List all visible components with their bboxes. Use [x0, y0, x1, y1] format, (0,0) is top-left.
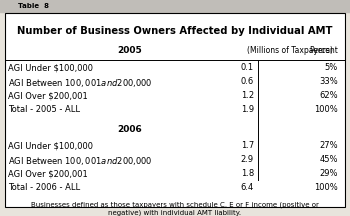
Text: Number of Business Owners Affected by Individual AMT: Number of Business Owners Affected by In…: [17, 26, 333, 36]
Text: 0.1: 0.1: [241, 63, 254, 72]
Text: 2005: 2005: [118, 46, 142, 55]
Text: AGI Between $100,001  and $200,000: AGI Between $100,001 and $200,000: [8, 155, 153, 167]
Bar: [5, 13, 345, 207]
Text: 1.2: 1.2: [241, 91, 254, 100]
Text: 100%: 100%: [314, 183, 338, 192]
Text: AGI Between $100,001  and $200,000: AGI Between $100,001 and $200,000: [8, 77, 153, 89]
Text: 1.8: 1.8: [241, 169, 254, 178]
Text: 100%: 100%: [314, 105, 338, 114]
Text: 1.9: 1.9: [241, 105, 254, 114]
Text: 6.4: 6.4: [241, 183, 254, 192]
Text: 33%: 33%: [319, 77, 338, 86]
Text: 45%: 45%: [320, 155, 338, 164]
Text: 5%: 5%: [325, 63, 338, 72]
Text: negative) with individual AMT liability.: negative) with individual AMT liability.: [108, 210, 241, 216]
Text: 62%: 62%: [319, 91, 338, 100]
Text: 2006: 2006: [118, 125, 142, 134]
Text: Businesses defined as those taxpayers with schedule C, E or F income (positive o: Businesses defined as those taxpayers wi…: [31, 201, 319, 208]
Text: (Millions of Taxpayers): (Millions of Taxpayers): [247, 46, 333, 55]
Text: Total - 2005 - ALL: Total - 2005 - ALL: [8, 105, 80, 114]
Text: 29%: 29%: [320, 169, 338, 178]
Text: Table  8: Table 8: [18, 3, 49, 9]
Bar: [0, 0, 350, 12]
Text: AGI Under $100,000: AGI Under $100,000: [8, 141, 93, 150]
Text: Total - 2006 - ALL: Total - 2006 - ALL: [8, 183, 80, 192]
Text: AGI Over $200,001: AGI Over $200,001: [8, 91, 88, 100]
Bar: [5, 13, 345, 207]
Text: Percent: Percent: [309, 46, 338, 55]
Text: 27%: 27%: [319, 141, 338, 150]
Text: 1.7: 1.7: [241, 141, 254, 150]
Text: 0.6: 0.6: [241, 77, 254, 86]
Text: AGI Over $200,001: AGI Over $200,001: [8, 169, 88, 178]
Text: AGI Under $100,000: AGI Under $100,000: [8, 63, 93, 72]
Text: 2.9: 2.9: [241, 155, 254, 164]
